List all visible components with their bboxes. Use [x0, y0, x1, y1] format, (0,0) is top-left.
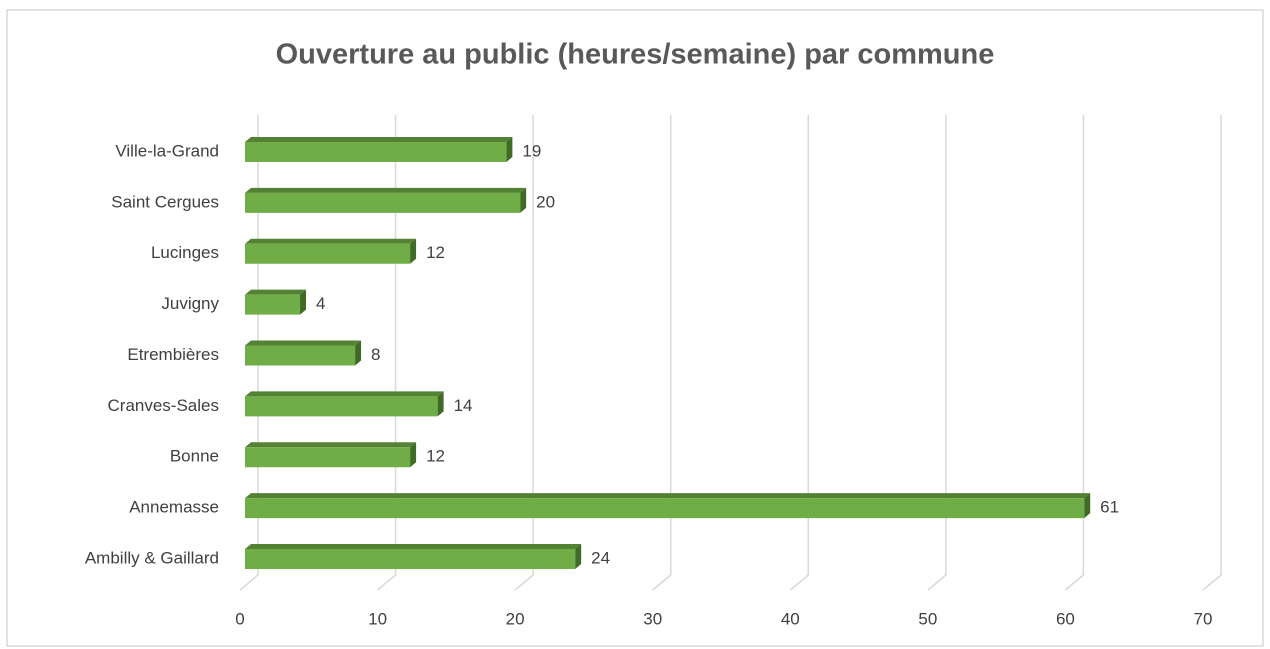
- bar-side: [1084, 493, 1091, 519]
- grid-line: [652, 115, 672, 591]
- bar-top: [245, 442, 417, 448]
- bar: [245, 294, 301, 315]
- data-label: 12: [426, 243, 445, 262]
- bar-side: [506, 137, 513, 162]
- grid-line: [927, 115, 947, 591]
- bar: [245, 243, 411, 264]
- x-tick-label: 70: [1194, 609, 1213, 628]
- grid-line: [789, 115, 810, 591]
- bar-side: [410, 238, 417, 264]
- data-label: 8: [371, 345, 380, 364]
- data-label: 19: [522, 141, 541, 160]
- bar-top: [245, 137, 513, 142]
- y-tick-label: Juvigny: [161, 294, 219, 313]
- bar-top: [245, 187, 527, 193]
- data-label: 14: [454, 396, 473, 415]
- grid-line: [1202, 115, 1222, 591]
- bar-side: [437, 391, 444, 417]
- bar: [245, 345, 356, 366]
- y-tick-label: Ville-la-Grand: [115, 141, 219, 160]
- chart-title: Ouverture au public (heures/semaine) par…: [276, 39, 995, 71]
- x-tick-label: 60: [1056, 609, 1075, 628]
- bar: [245, 447, 411, 468]
- data-label: 61: [1100, 498, 1119, 517]
- bar: [245, 192, 521, 213]
- y-tick-label: Annemasse: [129, 498, 219, 517]
- bar: [245, 498, 1085, 519]
- y-tick-label: Bonne: [170, 447, 219, 466]
- bar-side: [355, 340, 362, 366]
- x-tick-label: 50: [918, 609, 937, 628]
- data-label: 24: [591, 548, 610, 567]
- bar-top: [245, 544, 582, 549]
- x-tick-label: 20: [506, 609, 525, 628]
- bar: [245, 142, 507, 162]
- bar-top: [245, 289, 307, 295]
- bar-top: [245, 493, 1091, 499]
- grid-line: [514, 115, 534, 591]
- bar-side: [520, 187, 527, 213]
- x-tick-label: 0: [235, 609, 244, 628]
- y-tick-label: Saint Cergues: [111, 192, 219, 211]
- data-label: 12: [426, 447, 445, 466]
- bar-side: [575, 544, 582, 569]
- bar: [245, 396, 438, 417]
- bar-top: [245, 391, 444, 397]
- x-tick-label: 40: [781, 609, 800, 628]
- chart-frame: [6, 9, 1264, 647]
- x-tick-label: 10: [368, 609, 387, 628]
- bar-side: [300, 289, 307, 315]
- y-tick-label: Ambilly & Gaillard: [85, 548, 219, 567]
- data-label: 4: [316, 294, 325, 313]
- grid-line: [377, 115, 397, 591]
- x-tick-label: 30: [643, 609, 662, 628]
- bar-top: [245, 238, 417, 244]
- bar: [245, 549, 576, 569]
- y-tick-label: Cranves-Sales: [108, 396, 220, 415]
- grid-line: [239, 115, 259, 591]
- y-tick-label: Etrembières: [127, 345, 219, 364]
- y-tick-label: Lucinges: [151, 243, 219, 262]
- bar-top: [245, 340, 362, 346]
- grid-line: [1064, 115, 1085, 591]
- bar-side: [410, 442, 417, 468]
- data-label: 20: [536, 192, 555, 211]
